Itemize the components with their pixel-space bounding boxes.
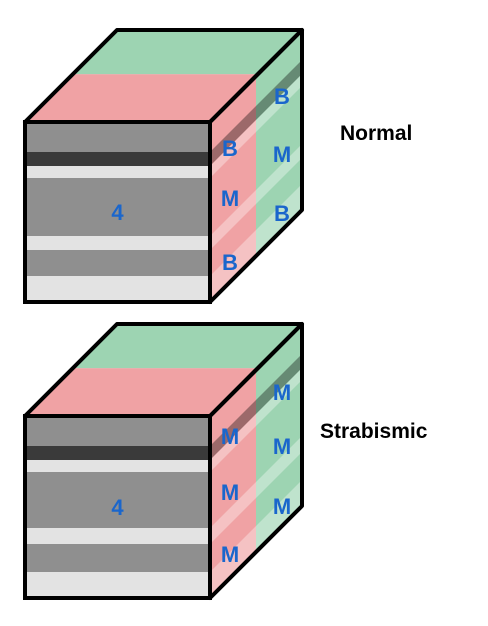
front-face-label: 4 <box>111 495 124 520</box>
front-face-label: 4 <box>111 200 124 225</box>
cube-title-normal: Normal <box>340 122 412 146</box>
front-stripe <box>25 572 210 598</box>
ocular-label-right: M <box>273 142 291 167</box>
ocular-label-left: M <box>221 480 239 505</box>
front-stripe <box>25 152 210 166</box>
front-stripe <box>25 446 210 460</box>
front-stripe <box>25 416 210 446</box>
cube-title-strabismic: Strabismic <box>320 420 427 444</box>
front-stripe <box>25 166 210 178</box>
front-stripe <box>25 528 210 544</box>
cube-strabismic: 4 M M M M M M <box>25 324 302 598</box>
front-stripe <box>25 460 210 472</box>
ocular-label-right: M <box>273 434 291 459</box>
ocular-label-left: M <box>221 424 239 449</box>
ocular-label-left: M <box>221 542 239 567</box>
ocular-label-right: B <box>274 201 290 226</box>
ocular-label-right: M <box>273 380 291 405</box>
ocular-label-left: M <box>221 186 239 211</box>
front-stripe <box>25 544 210 572</box>
front-stripe <box>25 122 210 152</box>
front-stripe <box>25 250 210 276</box>
ocular-label-left: B <box>222 250 238 275</box>
front-stripe <box>25 276 210 302</box>
ocular-label-right: B <box>274 84 290 109</box>
ocular-label-left: B <box>222 136 238 161</box>
front-stripe <box>25 236 210 250</box>
ocular-label-right: M <box>273 494 291 519</box>
